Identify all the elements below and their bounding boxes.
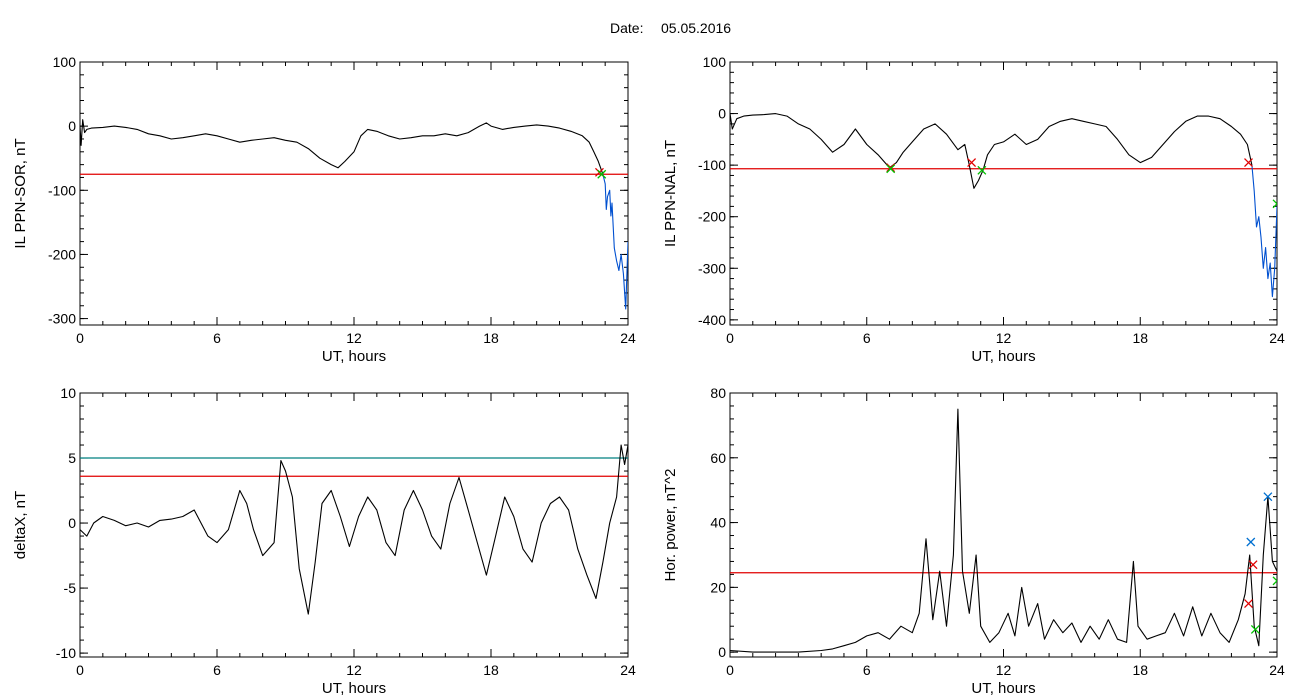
series-line bbox=[730, 408, 1277, 653]
x-tick-label: 0 bbox=[726, 330, 734, 346]
x-tick-label: 12 bbox=[996, 330, 1012, 346]
y-tick-label: -300 bbox=[48, 311, 76, 327]
series-line bbox=[602, 174, 628, 310]
x-tick-label: 18 bbox=[483, 662, 499, 678]
x-marker bbox=[967, 158, 977, 168]
y-axis-title: IL PPN-SOR, nT bbox=[12, 138, 29, 248]
x-axis-title: UT, hours bbox=[322, 348, 386, 365]
x-tick-label: 12 bbox=[346, 330, 362, 346]
plot-area bbox=[730, 113, 1277, 298]
x-tick-label: 18 bbox=[483, 330, 499, 346]
x-marker bbox=[1244, 158, 1253, 168]
x-tick-label: 0 bbox=[76, 330, 84, 346]
x-marker bbox=[1244, 599, 1253, 609]
x-axis-title: UT, hours bbox=[971, 348, 1035, 365]
series-line bbox=[730, 113, 1253, 189]
x-marker bbox=[1250, 625, 1260, 634]
x-tick-label: 24 bbox=[1269, 330, 1285, 346]
panel-ppn-sor: 0 6 12 18 24 100 0 -100 -200 -300 UT, hours IL PPN-… bbox=[12, 54, 636, 365]
x-axis-title: UT, hours bbox=[971, 680, 1035, 697]
y-axis-title: IL PPN-NAL, nT bbox=[662, 140, 679, 247]
x-tick-label: 18 bbox=[1132, 662, 1148, 678]
date-label: Date: bbox=[610, 20, 643, 36]
series-line bbox=[80, 119, 604, 175]
y-tick-label: 60 bbox=[710, 450, 726, 466]
y-tick-label: 20 bbox=[710, 579, 726, 595]
y-tick-label: 40 bbox=[710, 515, 726, 531]
x-marker bbox=[886, 164, 896, 174]
panel-hor-power: 0 6 12 18 24 80 60 40 20 0 UT, hours Hor. power, nT… bbox=[662, 385, 1285, 697]
x-tick-label: 24 bbox=[620, 330, 636, 346]
y-tick-label: -200 bbox=[48, 246, 76, 262]
x-tick-label: 12 bbox=[346, 662, 362, 678]
y-tick-label: -100 bbox=[698, 157, 726, 173]
x-marker bbox=[886, 163, 896, 173]
y-tick-label: -300 bbox=[698, 260, 726, 276]
y-tick-label: -5 bbox=[64, 580, 77, 596]
x-marker bbox=[977, 165, 987, 175]
x-tick-label: 6 bbox=[213, 662, 221, 678]
x-tick-label: 12 bbox=[996, 662, 1012, 678]
x-tick-label: 18 bbox=[1132, 330, 1148, 346]
x-tick-label: 24 bbox=[620, 662, 636, 678]
x-tick-label: 6 bbox=[863, 330, 871, 346]
x-marker bbox=[1272, 576, 1277, 586]
x-tick-label: 6 bbox=[863, 662, 871, 678]
plot-frame bbox=[729, 61, 1278, 326]
y-tick-label: 100 bbox=[53, 54, 77, 70]
date-value: 05.05.2016 bbox=[661, 20, 731, 36]
series-line bbox=[1251, 165, 1277, 298]
y-tick-label: -100 bbox=[48, 182, 76, 198]
y-tick-label: 0 bbox=[718, 106, 726, 122]
y-tick-label: -10 bbox=[56, 645, 76, 661]
plot-frame bbox=[79, 392, 629, 658]
x-tick-label: 24 bbox=[1269, 662, 1285, 678]
plot-frame bbox=[729, 392, 1278, 658]
y-axis-title: Hor. power, nT^2 bbox=[662, 469, 679, 582]
series-line bbox=[80, 444, 628, 615]
x-marker bbox=[1246, 537, 1256, 547]
y-tick-label: 10 bbox=[60, 385, 76, 401]
x-tick-label: 6 bbox=[213, 330, 221, 346]
x-marker bbox=[597, 169, 607, 179]
y-axis-title: deltaX, nT bbox=[12, 491, 29, 559]
x-axis-title: UT, hours bbox=[322, 680, 386, 697]
x-marker bbox=[1272, 199, 1277, 209]
panel-ppn-nal: 0 6 12 18 24 100 0 -100 -200 -300 -400 UT, hours IL … bbox=[662, 54, 1285, 365]
y-tick-label: -200 bbox=[698, 209, 726, 225]
y-tick-label: 0 bbox=[68, 118, 76, 134]
plot-area bbox=[80, 119, 628, 310]
x-marker bbox=[1263, 492, 1273, 502]
x-tick-label: 0 bbox=[726, 662, 734, 678]
y-tick-label: 0 bbox=[68, 515, 76, 531]
y-tick-label: -400 bbox=[698, 312, 726, 328]
y-tick-label: 100 bbox=[703, 54, 727, 70]
x-tick-label: 0 bbox=[76, 662, 84, 678]
y-tick-label: 0 bbox=[718, 644, 726, 660]
plot-area bbox=[80, 444, 628, 615]
panel-deltax: 0 6 12 18 24 10 5 0 -5 -10 UT, hours deltaX, nT bbox=[12, 385, 636, 697]
plot-frame bbox=[79, 61, 629, 326]
y-tick-label: 5 bbox=[68, 450, 76, 466]
plot-area bbox=[730, 408, 1277, 653]
y-tick-label: 80 bbox=[710, 385, 726, 401]
x-marker bbox=[1248, 560, 1258, 570]
